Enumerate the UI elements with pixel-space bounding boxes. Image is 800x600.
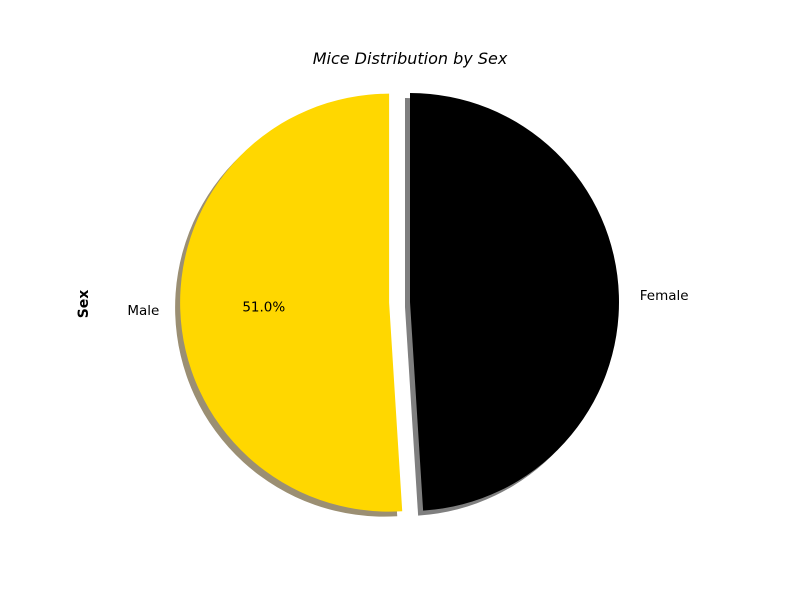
chart-title: Mice Distribution by Sex bbox=[313, 49, 508, 68]
slice-label-male: Male bbox=[127, 303, 159, 319]
pie-slice-male bbox=[180, 93, 403, 512]
pie-slices bbox=[180, 93, 619, 512]
slice-label-female: Female bbox=[640, 288, 689, 304]
y-axis-label: Sex bbox=[76, 290, 92, 319]
pie-slice-female bbox=[410, 93, 619, 511]
slice-value-label-male: 51.0% bbox=[242, 300, 285, 316]
slice-labels: Female Male 51.0% bbox=[127, 288, 688, 319]
